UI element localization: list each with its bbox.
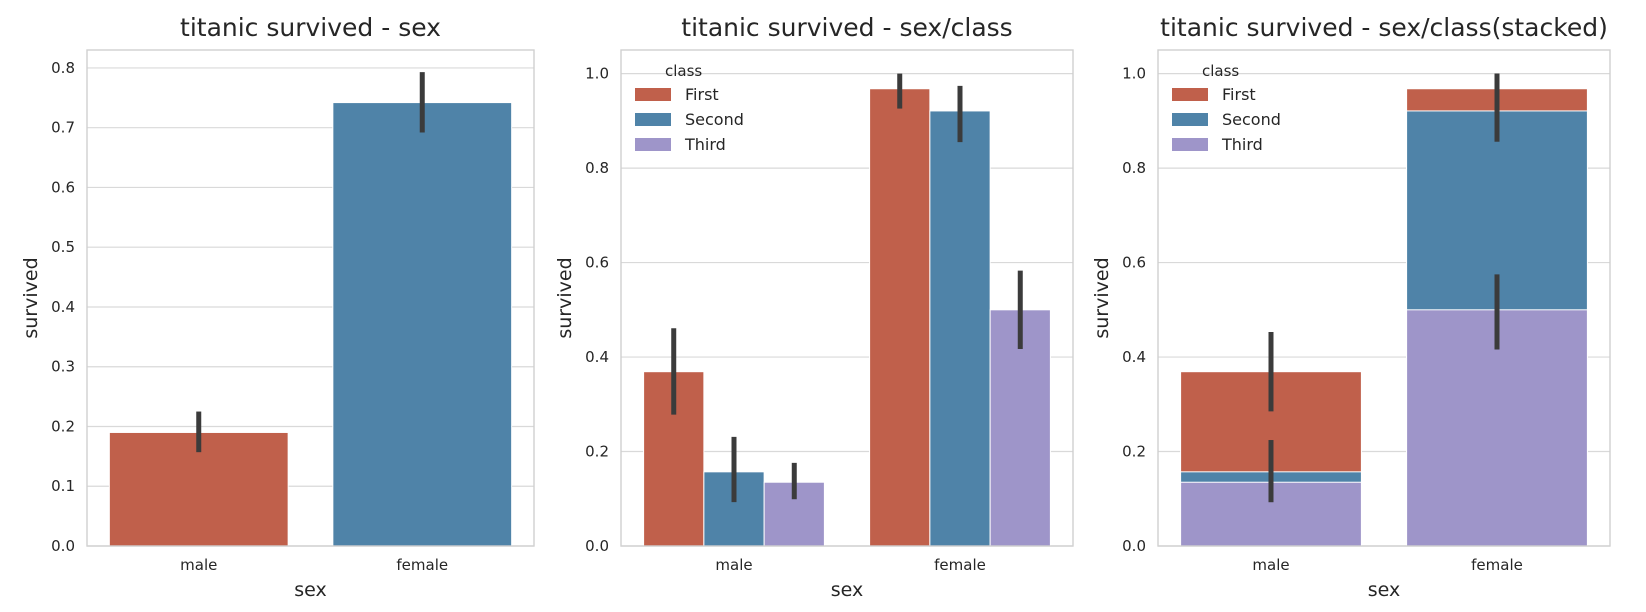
bar-third-female	[989, 309, 1051, 547]
chart-panel-2: 0.0 0.2 0.4 0.6 0.8 1.0 male female sex survived t…	[554, 13, 1074, 601]
x-axis-label: sex	[1368, 579, 1401, 601]
chart-panel-1: 0.0 0.1 0.2 0.3 0.4 0.5 0.6 0.7 0.8 male female sex…	[20, 13, 535, 601]
plot-frame	[1157, 49, 1611, 547]
x-tick-label: female	[396, 556, 448, 574]
x-axis-label: sex	[294, 579, 327, 601]
y-tick-label: 0.1	[51, 477, 75, 495]
bar-female	[332, 102, 513, 547]
legend-swatch-second	[635, 113, 671, 126]
legend: class First Second Third	[635, 62, 744, 154]
legend-label-first: First	[685, 85, 719, 104]
legend-label-third: Third	[684, 135, 726, 154]
legend-swatch-third	[635, 138, 671, 151]
chart-panel-3: 0.0 0.2 0.4 0.6 0.8 1.0 male female sex survived t…	[1091, 13, 1611, 601]
y-axis-label: survived	[554, 257, 576, 338]
legend-swatch-third	[1172, 138, 1208, 151]
y-tick-label: 0.4	[585, 348, 609, 366]
x-tick-label: male	[715, 556, 752, 574]
legend-label-second: Second	[1222, 110, 1281, 129]
y-tick-label: 0.6	[51, 178, 75, 196]
plot-frame	[620, 49, 1074, 547]
y-tick-label: 0.2	[51, 417, 75, 435]
legend-label-first: First	[1222, 85, 1256, 104]
bar-first-female	[869, 88, 931, 547]
x-axis-label: sex	[831, 579, 864, 601]
chart-title: titanic survived - sex/class(stacked)	[1160, 13, 1608, 42]
chart-title: titanic survived - sex/class	[681, 13, 1012, 42]
y-tick-label: 0.4	[1122, 348, 1146, 366]
legend-swatch-first	[635, 88, 671, 101]
legend-swatch-first	[1172, 88, 1208, 101]
plot-frame	[86, 49, 535, 547]
y-tick-label: 1.0	[1122, 65, 1146, 83]
y-tick-label: 0.8	[585, 159, 609, 177]
legend-swatch-second	[1172, 113, 1208, 126]
y-tick-label: 0.6	[585, 254, 609, 272]
y-tick-label: 0.7	[51, 119, 75, 137]
legend-title: class	[1202, 62, 1239, 80]
x-tick-label: male	[180, 556, 217, 574]
chart-title: titanic survived - sex	[180, 13, 441, 42]
x-tick-label: female	[934, 556, 986, 574]
y-tick-label: 0.6	[1122, 254, 1146, 272]
y-tick-label: 0.0	[585, 537, 609, 555]
y-tick-label: 0.2	[585, 443, 609, 461]
y-tick-label: 0.0	[51, 537, 75, 555]
legend: class First Second Third	[1172, 62, 1281, 154]
y-axis-label: survived	[1091, 257, 1113, 338]
y-tick-label: 0.3	[51, 358, 75, 376]
y-tick-label: 1.0	[585, 65, 609, 83]
y-tick-label: 0.8	[51, 59, 75, 77]
x-tick-label: male	[1252, 556, 1289, 574]
y-tick-label: 0.8	[1122, 159, 1146, 177]
y-tick-label: 0.4	[51, 298, 75, 316]
legend-label-second: Second	[685, 110, 744, 129]
legend-title: class	[665, 62, 702, 80]
y-tick-label: 0.0	[1122, 537, 1146, 555]
y-axis-label: survived	[20, 257, 42, 338]
bar-second-female	[929, 110, 991, 547]
x-tick-label: female	[1471, 556, 1523, 574]
y-tick-label: 0.5	[51, 238, 75, 256]
y-tick-label: 0.2	[1122, 443, 1146, 461]
legend-label-third: Third	[1221, 135, 1263, 154]
